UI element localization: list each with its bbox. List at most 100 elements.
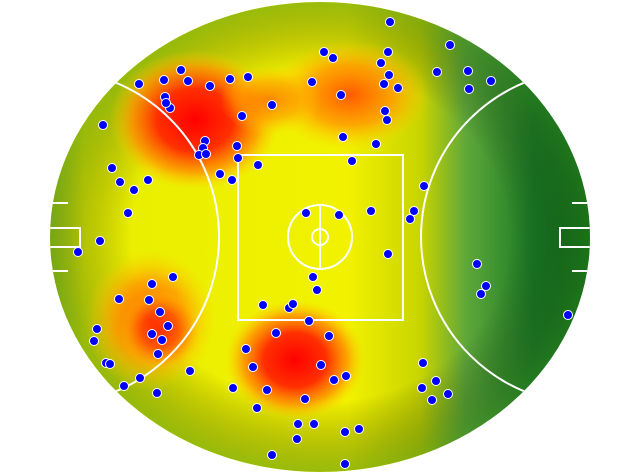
shot-point [431,376,441,386]
shot-point [241,344,251,354]
shot-point [476,289,486,299]
shot-point [427,395,437,405]
shot-point [324,331,334,341]
shot-point [267,100,277,110]
shot-point [258,300,268,310]
shot-point [123,208,133,218]
shot-point [383,249,393,259]
shot-point [215,169,225,179]
shot-point [419,181,429,191]
shot-point [253,160,263,170]
shot-point [383,47,393,57]
shot-point [304,316,314,326]
shot-point [243,72,253,82]
shot-point [183,76,193,86]
shot-point [135,373,145,383]
shot-point [371,139,381,149]
shot-point [288,299,298,309]
shot-point [316,360,326,370]
shot-point [143,175,153,185]
shot-point [114,294,124,304]
shot-point [262,385,272,395]
shot-point [152,388,162,398]
shot-point [385,17,395,27]
shot-point [225,74,235,84]
shot-point [340,427,350,437]
shot-point [341,371,351,381]
shot-point [409,206,419,216]
shot-point [227,175,237,185]
shot-point [329,375,339,385]
shot-point [336,90,346,100]
shot-point [98,120,108,130]
shot-point [155,307,165,317]
shot-point [486,76,496,86]
shot-point [393,83,403,93]
shot-point [161,98,171,108]
shot-point [464,84,474,94]
shot-point [309,419,319,429]
shot-point [228,383,238,393]
shot-point [252,403,262,413]
shot-point [312,285,322,295]
shot-point [418,358,428,368]
shot-point [271,328,281,338]
shot-point [153,349,163,359]
shot-point [237,111,247,121]
shot-point [185,366,195,376]
shot-point [319,47,329,57]
shot-point [382,115,392,125]
shot-point [205,81,215,91]
shot-point [347,156,357,166]
shot-point [432,67,442,77]
shot-point [105,359,115,369]
shot-point [340,459,350,469]
shot-point [300,394,310,404]
shot-point [176,65,186,75]
shot-point [354,424,364,434]
shot-point [248,362,258,372]
shot-point [233,153,243,163]
shot-point [107,163,117,173]
shot-point [308,272,318,282]
shot-point [129,185,139,195]
shot-point [168,272,178,282]
shot-point [307,77,317,87]
shot-point [201,149,211,159]
shot-point [366,206,376,216]
shot-point [144,295,154,305]
shot-point [89,336,99,346]
shot-point [134,79,144,89]
shot-point [334,210,344,220]
shot-point [292,434,302,444]
shot-point [147,329,157,339]
shot-point [293,419,303,429]
shot-point [73,247,83,257]
shot-point [338,132,348,142]
shot-point [301,208,311,218]
shot-point [417,383,427,393]
shot-point [163,321,173,331]
shot-point [463,66,473,76]
shot-point [443,389,453,399]
shot-point [380,106,390,116]
shot-point [232,141,242,151]
shot-point [157,335,167,345]
shot-point [472,259,482,269]
shot-point [95,236,105,246]
shot-point [405,214,415,224]
shot-point [563,310,573,320]
shot-point [92,324,102,334]
shot-point [267,450,277,460]
shot-point [328,53,338,63]
shot-point [376,58,386,68]
shot-point [119,381,129,391]
shot-point [115,177,125,187]
shot-point [384,70,394,80]
shot-point [481,281,491,291]
shot-point [445,40,455,50]
shot-point [379,79,389,89]
